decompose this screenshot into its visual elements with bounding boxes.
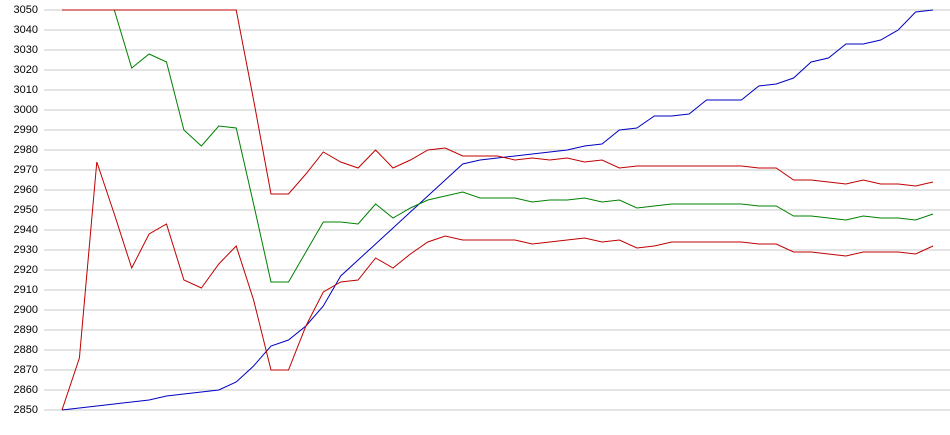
series-line xyxy=(62,9,934,195)
y-tick-label: 2950 xyxy=(14,204,38,216)
y-tick-label: 2860 xyxy=(14,384,38,396)
y-tick-label: 3020 xyxy=(14,64,38,76)
y-tick-label: 2990 xyxy=(14,124,38,136)
y-tick-label: 3010 xyxy=(14,84,38,96)
y-tick-label: 3030 xyxy=(14,44,38,56)
y-tick-label: 2960 xyxy=(14,184,38,196)
y-tick-label: 2920 xyxy=(14,264,38,276)
series-line xyxy=(61,9,934,411)
y-tick-label: 2870 xyxy=(14,364,38,376)
series-line xyxy=(62,9,934,283)
y-tick-label: 2940 xyxy=(14,224,38,236)
y-tick-label: 2970 xyxy=(14,164,38,176)
y-tick-label: 3040 xyxy=(14,24,38,36)
y-tick-label: 2900 xyxy=(14,304,38,316)
y-tick-label: 2890 xyxy=(14,324,38,336)
y-tick-label: 2910 xyxy=(14,284,38,296)
y-tick-label: 3000 xyxy=(14,104,38,116)
y-tick-label: 3050 xyxy=(14,4,38,16)
y-tick-label: 2850 xyxy=(14,404,38,416)
y-tick-label: 2930 xyxy=(14,244,38,256)
y-tick-label: 2880 xyxy=(14,344,38,356)
y-tick-label: 2980 xyxy=(14,144,38,156)
series-line xyxy=(61,161,934,411)
